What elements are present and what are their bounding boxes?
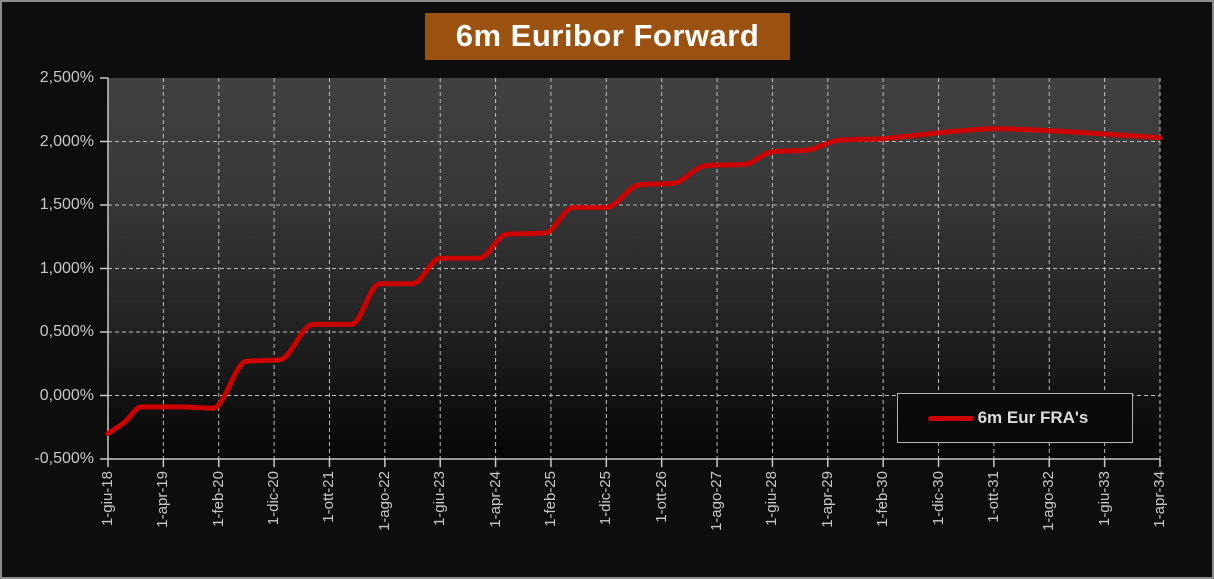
x-axis-tick-label: 1-giu-28 (763, 471, 781, 527)
x-axis-tick-label: 1-apr-34 (1151, 471, 1168, 528)
y-axis-tick-label: 1,000% (39, 259, 94, 277)
x-axis-tick-label: 1-apr-19 (154, 471, 172, 528)
legend-line-swatch-icon (927, 415, 974, 421)
chart-title: 6m Euribor Forward (425, 13, 790, 60)
x-axis-tick-label: 1-giu-18 (99, 471, 116, 527)
x-axis-tick-label: 1-feb-25 (541, 471, 559, 527)
x-axis-tick-label: 1-ott-21 (320, 471, 338, 523)
x-axis-tick-label: 1-apr-29 (818, 471, 836, 528)
x-axis-tick-label: 1-dic-25 (597, 471, 615, 526)
legend-series-label: 6m Eur FRA's (977, 408, 1089, 427)
x-axis-tick-label: 1-apr-24 (486, 471, 504, 528)
legend: 6m Eur FRA's (897, 393, 1133, 443)
y-axis-tick-label: 2,500% (39, 69, 94, 86)
x-axis-tick-label: 1-ago-22 (375, 471, 393, 532)
x-axis-tick-label: 1-ott-26 (652, 471, 670, 523)
x-axis-tick-label: 1-dic-30 (929, 471, 947, 526)
y-axis-tick-label: 0,500% (39, 323, 94, 340)
x-axis-tick-label: 1-dic-20 (265, 471, 283, 526)
x-axis-tick-label: 1-feb-30 (874, 471, 892, 527)
x-axis-tick-label: 1-giu-33 (1095, 471, 1113, 527)
x-axis-tick-label: 1-feb-20 (209, 471, 227, 527)
series-line-6m-eur-fras (105, 126, 1163, 437)
y-axis-tick-label: -0,500% (34, 450, 94, 467)
x-axis-tick-label: 1-ott-31 (984, 471, 1002, 523)
y-axis-tick-label: 2,000% (39, 132, 94, 150)
y-axis-tick-label: 1,500% (39, 196, 94, 213)
y-axis-tick-label: 0,000% (39, 386, 94, 404)
x-axis-tick-label: 1-ago-32 (1040, 471, 1058, 532)
x-axis-tick-label: 1-ago-27 (708, 471, 726, 532)
x-axis-tick-label: 1-giu-23 (431, 471, 449, 527)
